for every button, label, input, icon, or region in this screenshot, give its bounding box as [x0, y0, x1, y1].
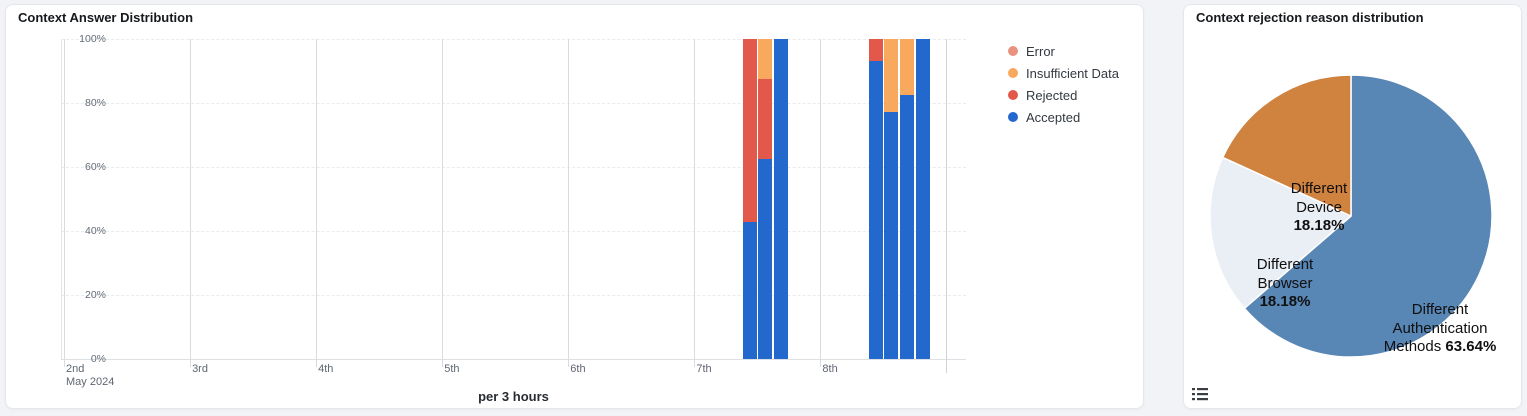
v-gridline	[442, 39, 444, 367]
x-axis-tick-label: 6th	[570, 363, 586, 375]
legend-item-accepted[interactable]: Accepted	[1008, 106, 1119, 128]
answer-distribution-panel: Context Answer Distribution 0% 20% 40% 60% 8…	[5, 4, 1144, 409]
pie-svg: Different Authentication Methods 63.64%D…	[1209, 74, 1493, 358]
h-gridline	[61, 103, 966, 104]
panel-title: Context Answer Distribution	[18, 10, 194, 25]
pie-slice-different-browser[interactable]: Different Browser 18.18%	[1209, 156, 1352, 310]
pie-label-different-device: Different Device 18.18%	[1259, 180, 1379, 236]
pie-slice-different-authentication-methods[interactable]: Different Authentication Methods 63.64%	[1243, 74, 1493, 358]
bar-segment-rejected[interactable]	[758, 79, 773, 159]
v-gridline	[694, 39, 696, 367]
pie-label-line: Different	[1411, 301, 1469, 318]
legend-label: Rejected	[1026, 87, 1078, 103]
v-gridline	[316, 39, 318, 367]
bar-chart-plot-area: 0% 20% 40% 60% 80% 100% 2nd May 2024 3rd 4th 5th 6…	[61, 33, 966, 388]
y-axis-tick-label: 0%	[90, 353, 106, 365]
legend-dot-icon	[1008, 46, 1018, 56]
bar-segment-rejected[interactable]	[868, 39, 883, 62]
pie-slice-different-device[interactable]: Different Device 18.18%	[1221, 74, 1352, 217]
y-axis-tick-label: 80%	[84, 97, 106, 109]
pie-label-percent: 63.64%	[1445, 338, 1497, 355]
stacked-bar[interactable]	[774, 39, 789, 359]
pie-label-percent: 18.18%	[1259, 293, 1311, 310]
v-gridline	[190, 39, 192, 367]
bar-segment-insufficient_data[interactable]	[758, 39, 773, 79]
chart-legend: Error Insufficient Data Rejected Accepted	[1008, 40, 1119, 128]
v-gridline	[568, 39, 570, 367]
rejection-reason-panel: Context rejection reason distribution Di…	[1183, 4, 1522, 409]
pie-chart: Different Authentication Methods 63.64%D…	[1209, 74, 1496, 358]
legend-label: Error	[1026, 43, 1055, 59]
x-axis-tick-label: 8th	[822, 363, 838, 375]
h-gridline	[61, 39, 966, 40]
pie-label-line: Browser	[1257, 274, 1313, 292]
pie-label-line: Methods	[1383, 338, 1446, 355]
pie-label-line: Device	[1296, 198, 1342, 216]
y-axis-tick-label: 40%	[84, 225, 106, 237]
legend-label: Accepted	[1026, 109, 1081, 125]
bar-segment-insufficient_data[interactable]	[900, 39, 915, 96]
pie-label-different-authentication-methods: Different Authentication Methods 63.64%	[1359, 301, 1521, 357]
bar-segment-accepted[interactable]	[868, 61, 883, 359]
stacked-bar[interactable]	[868, 39, 883, 359]
stacked-bar[interactable]	[758, 39, 773, 359]
pie-label-line: Different	[1290, 180, 1348, 197]
x-axis-tick-label: 3rd	[192, 363, 208, 375]
y-axis-line	[61, 39, 62, 359]
legend-dot-icon	[1008, 68, 1018, 78]
bar-segment-accepted[interactable]	[742, 221, 757, 359]
pie-label-line: Authentication	[1392, 319, 1488, 337]
bar-segment-accepted[interactable]	[900, 95, 915, 359]
legend-dot-icon	[1008, 112, 1018, 122]
list-icon[interactable]	[1192, 387, 1208, 401]
panel-title: Context rejection reason distribution	[1196, 10, 1424, 25]
legend-item-error[interactable]: Error	[1008, 40, 1119, 62]
x-axis-tick-label: 4th	[318, 363, 334, 375]
legend-item-insufficient_data[interactable]: Insufficient Data	[1008, 62, 1119, 84]
bar-segment-accepted[interactable]	[915, 39, 930, 359]
pie-label-line: Different	[1256, 256, 1314, 273]
h-gridline	[61, 167, 966, 168]
y-axis-tick-label: 100%	[79, 33, 106, 45]
x-axis-tick-label: 7th	[696, 363, 712, 375]
v-gridline	[64, 39, 65, 367]
bar-segment-rejected[interactable]	[742, 39, 757, 222]
stacked-bar[interactable]	[884, 39, 899, 359]
legend-label: Insufficient Data	[1026, 65, 1119, 81]
bar-segment-insufficient_data[interactable]	[884, 39, 899, 112]
y-axis-tick-label: 20%	[84, 289, 106, 301]
h-gridline	[61, 295, 966, 296]
bar-segment-accepted[interactable]	[758, 159, 773, 359]
v-gridline	[946, 39, 948, 373]
x-axis-line	[61, 359, 966, 360]
bar-segment-accepted[interactable]	[884, 111, 899, 359]
h-gridline	[61, 231, 966, 232]
pie-label-different-browser: Different Browser 18.18%	[1225, 256, 1345, 312]
stacked-bar[interactable]	[742, 39, 757, 359]
stacked-bar[interactable]	[915, 39, 930, 359]
x-axis-tick-label: 5th	[444, 363, 460, 375]
x-axis-tick-label: 2nd May 2024	[66, 363, 115, 388]
bar-segment-accepted[interactable]	[774, 39, 789, 359]
v-gridline	[820, 39, 822, 367]
pie-label-percent: 18.18%	[1293, 217, 1345, 234]
x-axis-granularity-label: per 3 hours	[478, 389, 549, 404]
stacked-bar[interactable]	[900, 39, 915, 359]
legend-dot-icon	[1008, 90, 1018, 100]
legend-item-rejected[interactable]: Rejected	[1008, 84, 1119, 106]
y-axis-tick-label: 60%	[84, 161, 106, 173]
